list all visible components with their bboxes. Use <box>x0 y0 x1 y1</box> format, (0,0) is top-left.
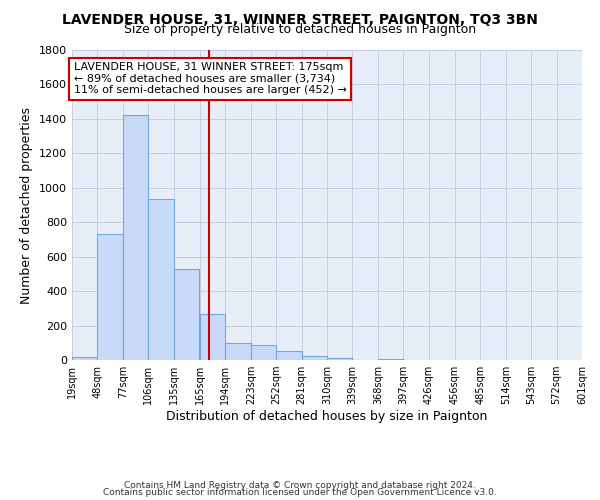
Text: LAVENDER HOUSE, 31 WINNER STREET: 175sqm
← 89% of detached houses are smaller (3: LAVENDER HOUSE, 31 WINNER STREET: 175sqm… <box>74 62 347 96</box>
Text: Contains HM Land Registry data © Crown copyright and database right 2024.: Contains HM Land Registry data © Crown c… <box>124 480 476 490</box>
Bar <box>378 359 403 360</box>
Bar <box>173 268 199 360</box>
Bar <box>226 343 251 360</box>
Bar <box>72 356 97 360</box>
Bar <box>148 199 173 360</box>
Bar <box>302 356 327 360</box>
Text: Size of property relative to detached houses in Paignton: Size of property relative to detached ho… <box>124 22 476 36</box>
Bar <box>327 358 352 360</box>
Bar <box>276 352 302 360</box>
Bar <box>123 116 148 360</box>
Text: LAVENDER HOUSE, 31, WINNER STREET, PAIGNTON, TQ3 3BN: LAVENDER HOUSE, 31, WINNER STREET, PAIGN… <box>62 12 538 26</box>
X-axis label: Distribution of detached houses by size in Paignton: Distribution of detached houses by size … <box>166 410 488 423</box>
Y-axis label: Number of detached properties: Number of detached properties <box>20 106 34 304</box>
Bar <box>97 234 123 360</box>
Text: Contains public sector information licensed under the Open Government Licence v3: Contains public sector information licen… <box>103 488 497 497</box>
Bar <box>251 344 276 360</box>
Bar <box>200 314 226 360</box>
